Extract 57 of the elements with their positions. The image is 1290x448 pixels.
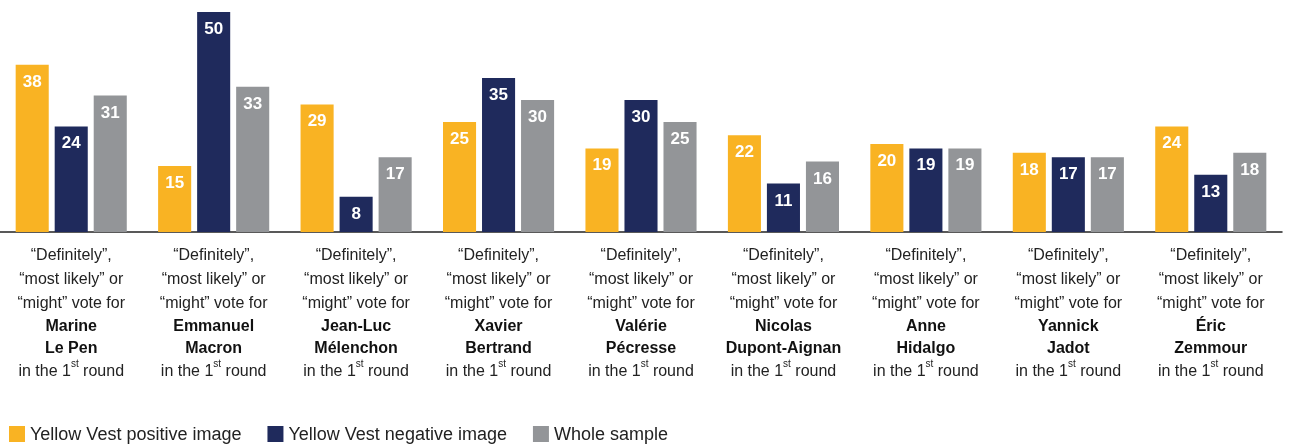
bar [93, 95, 127, 232]
data-label: 18 [1019, 159, 1039, 179]
bar [1194, 174, 1228, 232]
bar [585, 148, 619, 232]
bar [300, 104, 334, 232]
data-label: 30 [631, 107, 651, 126]
bar [663, 122, 697, 232]
bar [54, 126, 88, 232]
data-label: 17 [1058, 164, 1078, 184]
bar [443, 122, 477, 232]
data-label: 19 [955, 155, 975, 175]
bar [1012, 152, 1046, 232]
data-label: 30 [528, 107, 548, 126]
bar [1090, 157, 1124, 232]
legend-label: Yellow Vest positive image [30, 424, 242, 444]
data-label: 20 [877, 151, 897, 170]
bar [1051, 157, 1085, 232]
data-label: 13 [1201, 181, 1221, 201]
bar [521, 100, 555, 232]
bar [624, 100, 658, 232]
bar [1155, 126, 1189, 232]
bar [378, 157, 412, 232]
data-label: 25 [450, 129, 469, 148]
data-label: 16 [813, 168, 832, 188]
bar [870, 144, 904, 232]
bar [236, 86, 270, 232]
bar [197, 12, 231, 232]
data-label: 17 [385, 164, 405, 184]
data-label: 24 [1162, 133, 1182, 153]
data-label: 19 [916, 155, 936, 175]
data-label: 11 [774, 190, 793, 210]
bar [15, 64, 49, 232]
data-label: 31 [100, 102, 120, 122]
data-label: 18 [1240, 159, 1260, 179]
bar [158, 166, 192, 232]
data-label: 35 [489, 85, 509, 104]
data-label: 29 [307, 111, 327, 131]
data-label: 8 [351, 203, 361, 223]
bar [766, 183, 800, 232]
data-label: 22 [734, 142, 754, 162]
data-label: 25 [670, 129, 690, 148]
data-label: 17 [1097, 164, 1117, 184]
bar [1233, 152, 1267, 232]
bar [727, 135, 761, 232]
data-label: 15 [165, 173, 185, 192]
data-label: 33 [243, 93, 263, 113]
data-label: 50 [204, 19, 224, 38]
bar [805, 161, 839, 232]
bar [482, 78, 516, 232]
data-label: 38 [22, 71, 42, 91]
data-label: 19 [592, 155, 612, 175]
legend-label: Yellow Vest negative image [288, 424, 507, 444]
legend-label: Whole sample [553, 424, 668, 444]
bar [339, 196, 373, 232]
bar [909, 148, 943, 232]
data-label: 24 [61, 133, 82, 153]
bar [948, 148, 982, 232]
